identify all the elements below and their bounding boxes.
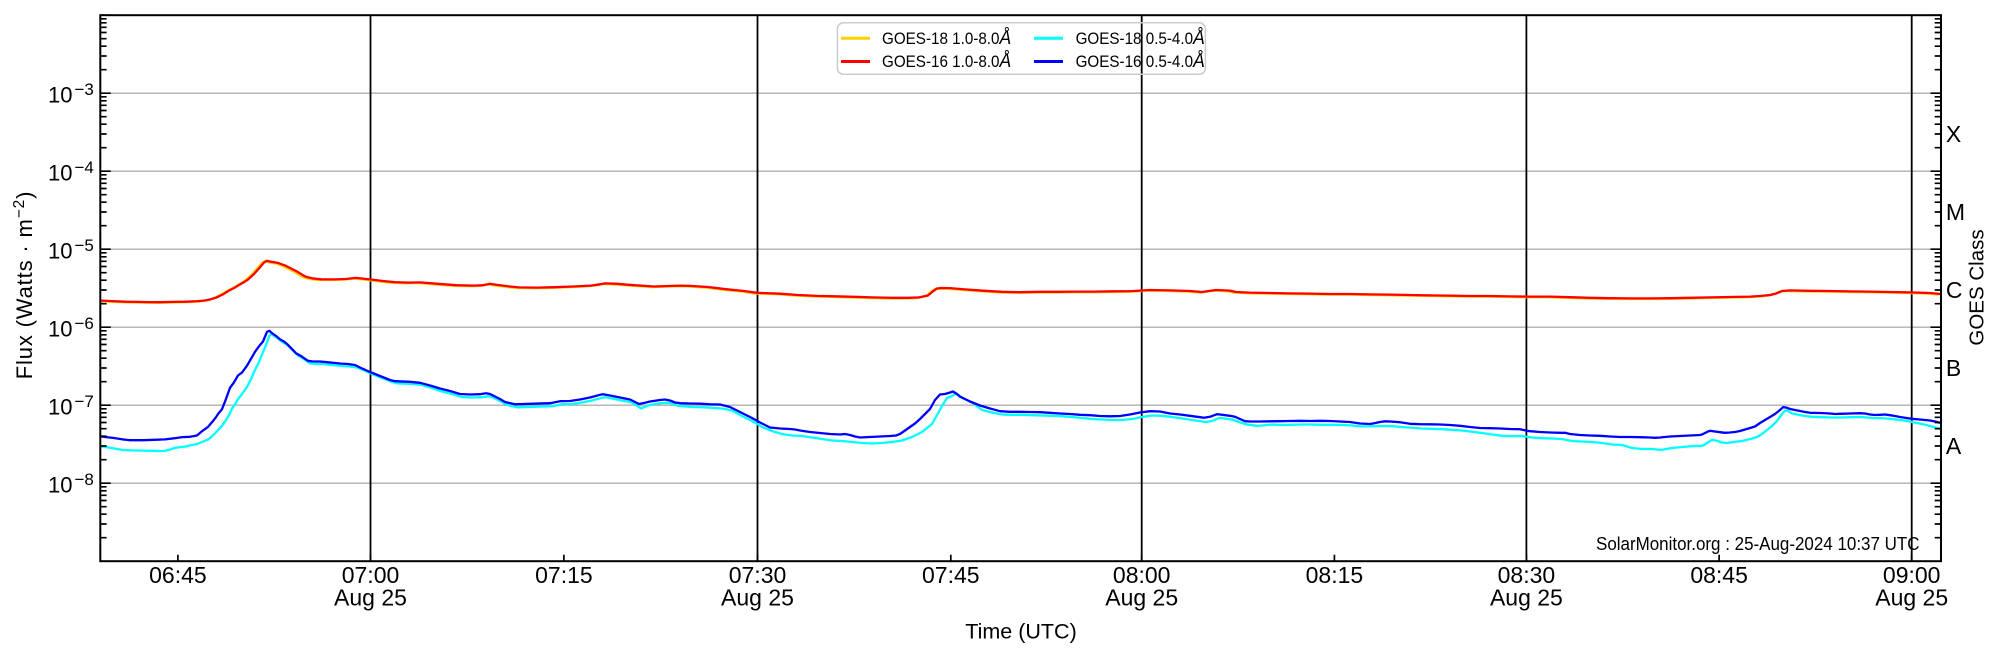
svg-text:Aug 25: Aug 25 (1490, 585, 1563, 611)
svg-text:SolarMonitor.org : 25-Aug-2024: SolarMonitor.org : 25-Aug-2024 10:37 UTC (1596, 533, 1920, 554)
svg-text:B: B (1946, 355, 1961, 381)
svg-text:Aug 25: Aug 25 (1105, 585, 1178, 611)
svg-text:M: M (1946, 199, 1965, 225)
svg-text:−3: −3 (75, 80, 94, 99)
svg-text:Flux (Watts · m−2): Flux (Watts · m−2) (11, 191, 37, 380)
svg-text:−4: −4 (75, 158, 94, 177)
svg-text:10: 10 (48, 83, 72, 108)
svg-text:06:45: 06:45 (149, 562, 207, 588)
svg-text:−6: −6 (75, 314, 94, 333)
svg-text:Aug 25: Aug 25 (1875, 585, 1948, 611)
svg-text:−5: −5 (75, 236, 94, 255)
svg-text:Aug 25: Aug 25 (721, 585, 794, 611)
svg-text:GOES Class: GOES Class (1966, 229, 1989, 345)
svg-text:10: 10 (48, 239, 72, 264)
svg-text:09:00: 09:00 (1883, 562, 1941, 588)
svg-text:07:15: 07:15 (535, 562, 593, 588)
svg-text:Time (UTC): Time (UTC) (965, 620, 1076, 644)
svg-text:GOES-18 1.0-8.0Å: GOES-18 1.0-8.0Å (882, 26, 1011, 49)
svg-text:X: X (1946, 121, 1961, 147)
svg-text:08:45: 08:45 (1690, 562, 1748, 588)
svg-text:GOES-16 0.5-4.0Å: GOES-16 0.5-4.0Å (1076, 49, 1205, 72)
svg-text:10: 10 (48, 395, 72, 420)
svg-text:−8: −8 (75, 470, 94, 489)
svg-text:08:00: 08:00 (1113, 562, 1171, 588)
svg-text:A: A (1946, 433, 1962, 459)
svg-text:10: 10 (48, 317, 72, 342)
svg-text:07:45: 07:45 (922, 562, 980, 588)
svg-text:−7: −7 (75, 392, 94, 411)
svg-text:08:30: 08:30 (1498, 562, 1556, 588)
svg-text:07:00: 07:00 (342, 562, 400, 588)
svg-text:08:15: 08:15 (1306, 562, 1364, 588)
svg-text:10: 10 (48, 473, 72, 498)
svg-text:GOES-16 1.0-8.0Å: GOES-16 1.0-8.0Å (882, 49, 1011, 72)
svg-text:C: C (1946, 277, 1963, 303)
svg-text:GOES-18 0.5-4.0Å: GOES-18 0.5-4.0Å (1076, 26, 1205, 49)
svg-text:10: 10 (48, 161, 72, 186)
svg-text:07:30: 07:30 (729, 562, 787, 588)
svg-text:Aug 25: Aug 25 (334, 585, 407, 611)
